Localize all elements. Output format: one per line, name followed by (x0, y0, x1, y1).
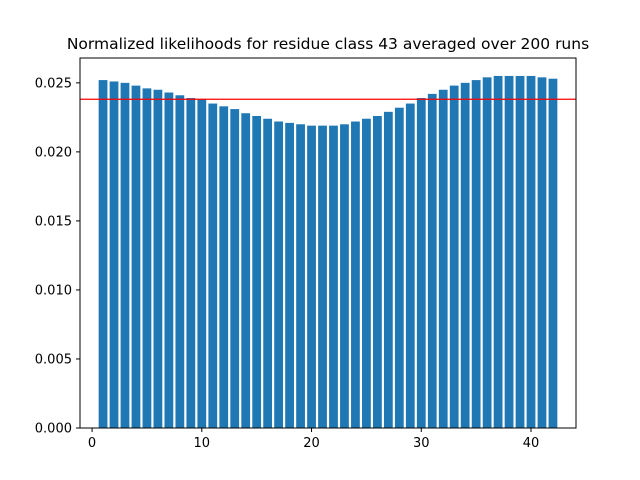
bar (383, 111, 393, 428)
bar (493, 75, 503, 429)
bar (482, 77, 492, 428)
bar (362, 118, 371, 428)
y-axis: 0.000 0.005 0.010 0.015 0.020 0.025 (35, 76, 80, 437)
bar (164, 92, 174, 428)
bar (372, 115, 382, 428)
bar (263, 118, 273, 428)
bar (307, 125, 316, 428)
bar (471, 80, 481, 429)
bar (120, 82, 130, 429)
bar (548, 78, 558, 428)
plot-frame (79, 57, 577, 429)
bar (340, 124, 349, 429)
y-tick-label: 0.000 (35, 422, 72, 437)
y-tick-label: 0.025 (35, 76, 72, 91)
bar (526, 75, 536, 429)
bar (153, 89, 163, 429)
bar (197, 99, 207, 428)
x-tick-label: 40 (523, 436, 540, 451)
y-tick-label: 0.020 (35, 145, 72, 160)
bar (230, 109, 240, 428)
bar (438, 89, 448, 429)
x-tick-label: 30 (413, 436, 430, 451)
x-tick-label: 0 (88, 436, 96, 451)
y-tick-label: 0.005 (35, 352, 72, 367)
bar (537, 77, 547, 428)
bar (427, 93, 437, 429)
bar (274, 121, 284, 429)
bar (142, 88, 152, 428)
y-tick-label: 0.010 (35, 283, 72, 298)
bar (449, 85, 459, 428)
bar (351, 121, 360, 429)
bar (109, 81, 119, 428)
x-axis: 0 10 20 30 40 (88, 428, 539, 451)
bar (515, 75, 525, 429)
bar (98, 80, 108, 429)
bar (405, 103, 415, 429)
bars-group (98, 75, 558, 429)
x-tick-label: 10 (194, 436, 211, 451)
chart-title: Normalized likelihoods for residue class… (67, 35, 589, 53)
y-tick-label: 0.015 (35, 214, 72, 229)
bar (504, 75, 514, 429)
bar (131, 85, 141, 428)
bar (219, 106, 229, 428)
bar (241, 113, 251, 428)
bar (394, 107, 404, 429)
bar (416, 98, 426, 428)
bar (175, 95, 185, 428)
bar (296, 124, 305, 429)
bar (186, 98, 196, 428)
bar (252, 115, 262, 428)
bar (208, 103, 218, 429)
bar (285, 122, 294, 428)
x-tick-label: 20 (303, 436, 320, 451)
bar (460, 82, 470, 429)
bar (329, 125, 338, 428)
bar (318, 125, 327, 428)
